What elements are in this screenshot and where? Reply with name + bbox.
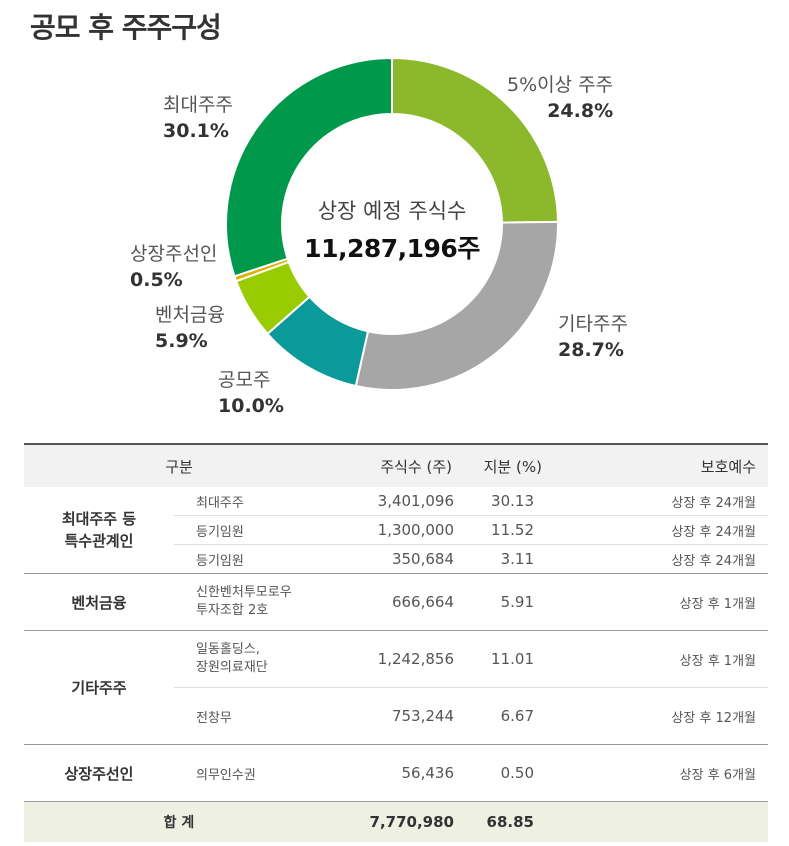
table-row: 전창무 753,244 6.67 상장 후 12개월 [24,687,768,745]
shares-cell: 56,436 [334,744,464,802]
chart-center: 상장 예정 주식수 11,287,196주 [292,195,492,265]
total-lockup [564,801,768,842]
total-row: 합 계 7,770,980 68.85 [24,801,768,842]
page-title: 공모 후 주주구성 [30,11,222,44]
shares-cell: 350,684 [334,544,464,574]
table-row: 벤처금융 신한벤처투모로우 투자조합 2호 666,664 5.91 상장 후 … [24,573,768,631]
label-other-holders: 기타주주 28.7% [558,313,628,361]
lockup-cell: 상장 후 1개월 [564,573,768,631]
stake-cell: 11.01 [464,630,564,688]
donut-chart [225,56,560,391]
holder-name: 일동홀딩스, 장원의료재단 [174,630,334,688]
label-largest-holder: 최대주주 30.1% [163,94,233,142]
total-shares: 7,770,980 [334,801,464,842]
donut-slice-5 [225,56,393,278]
stake-cell: 30.13 [464,487,564,516]
lockup-cell: 상장 후 24개월 [564,515,768,545]
group-label: 벤처금융 [24,573,174,631]
header-lockup: 보호예수 [564,443,768,487]
shares-cell: 753,244 [334,687,464,745]
shares-cell: 1,242,856 [334,630,464,688]
holder-name: 최대주주 [174,487,334,516]
stake-cell: 3.11 [464,544,564,574]
table-row: 최대주주 등 특수관계인 최대주주 3,401,096 30.13 상장 후 2… [24,487,768,574]
table-row: 상장주선인 의무인수권 56,436 0.50 상장 후 6개월 [24,744,768,802]
label-underwriter: 상장주선인 0.5% [130,243,218,291]
group-label: 최대주주 등 특수관계인 [24,487,174,574]
table-row: 등기임원 1,300,000 11.52 상장 후 24개월 [24,515,768,545]
total-stake: 68.85 [464,801,564,842]
label-public-offering: 공모주 10.0% [218,369,284,417]
stake-cell: 0.50 [464,744,564,802]
shares-cell: 1,300,000 [334,515,464,545]
table-row: 기타주주 일동홀딩스, 장원의료재단 1,242,856 11.01 상장 후 … [24,630,768,745]
donut-slice-1 [354,220,559,391]
total-label: 합 계 [24,801,334,842]
table-row: 등기임원 350,684 3.11 상장 후 24개월 [24,544,768,574]
group-label: 상장주선인 [24,744,174,802]
lockup-cell: 상장 후 1개월 [564,630,768,688]
holder-name: 등기임원 [174,515,334,545]
header-stake: 지분 (%) [464,443,564,487]
table-header-row: 구분 주식수 (주) 지분 (%) 보호예수 [24,443,768,487]
group-label: 기타주주 [24,630,174,745]
header-shares: 주식수 (주) [334,443,464,487]
holder-name: 등기임원 [174,544,334,574]
center-caption: 상장 예정 주식수 [317,199,467,223]
lockup-cell: 상장 후 12개월 [564,687,768,745]
holder-name: 전창무 [174,687,334,745]
header-category: 구분 [24,443,334,487]
shares-cell: 3,401,096 [334,487,464,516]
shareholder-table: 구분 주식수 (주) 지분 (%) 보호예수 최대주주 등 특수관계인 최대주주… [24,443,768,842]
stake-cell: 5.91 [464,573,564,631]
holder-name: 의무인수권 [174,744,334,802]
lockup-cell: 상장 후 6개월 [564,744,768,802]
lockup-cell: 상장 후 24개월 [564,544,768,574]
stake-cell: 11.52 [464,515,564,545]
lockup-cell: 상장 후 24개월 [564,487,768,516]
stake-cell: 6.67 [464,687,564,745]
holder-name: 신한벤처투모로우 투자조합 2호 [174,573,334,631]
center-value: 11,287,196주 [304,234,480,263]
shares-cell: 666,664 [334,573,464,631]
donut-slice-0 [391,56,560,224]
label-venture-finance: 벤처금융 5.9% [155,304,225,352]
label-5pct-holders: 5%이상 주주 24.8% [507,74,614,122]
